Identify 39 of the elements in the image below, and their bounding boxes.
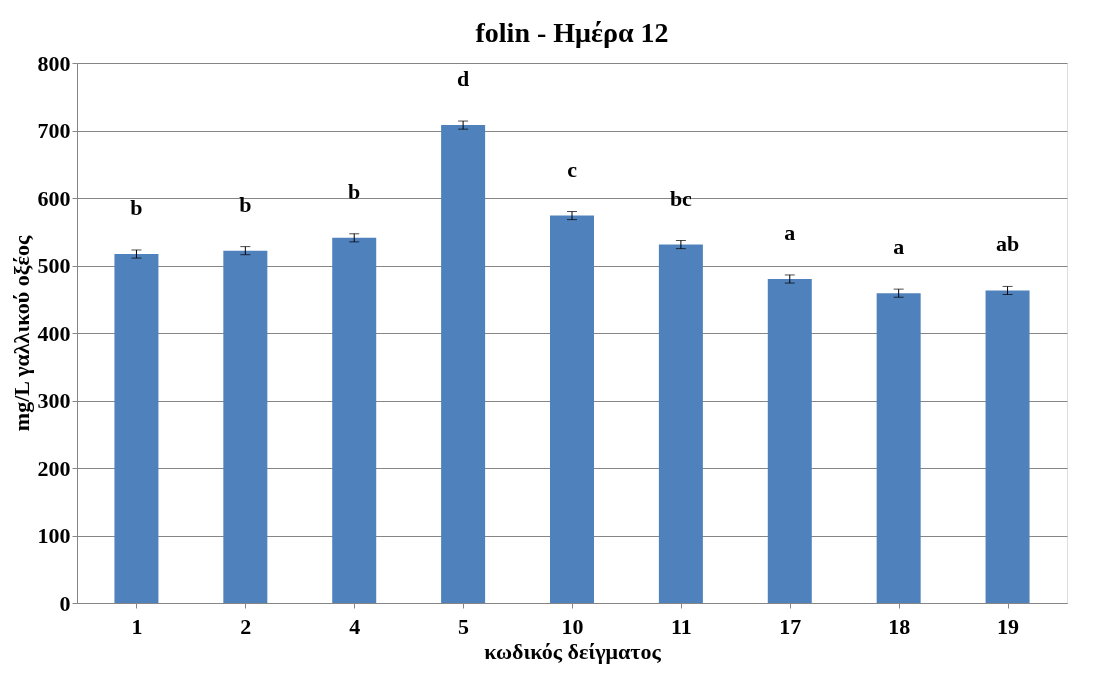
y-tick-label: 0 — [59, 590, 71, 616]
x-tick-label: 10 — [561, 613, 584, 639]
bar — [658, 244, 703, 603]
bar — [223, 250, 268, 603]
bar — [114, 254, 159, 603]
y-tick-label: 700 — [37, 118, 71, 143]
annotation: bc — [669, 185, 693, 211]
annotation: b — [348, 178, 361, 204]
bar — [985, 290, 1030, 603]
y-tick-label: 400 — [37, 320, 71, 346]
x-axis-title: κωδικός δείγματος — [484, 638, 662, 664]
x-tick-label: 4 — [349, 613, 361, 639]
y-tick-label: 300 — [37, 388, 71, 413]
y-tick-label: 500 — [37, 253, 71, 278]
y-tick-label: 200 — [37, 455, 71, 481]
bar — [876, 293, 921, 603]
annotation: c — [567, 156, 578, 182]
annotation: ab — [995, 231, 1020, 257]
y-tick-label: 100 — [37, 523, 71, 548]
x-tick-label: 17 — [779, 613, 802, 639]
annotation: b — [239, 191, 252, 217]
y-tick-label: 600 — [37, 185, 71, 211]
bar — [441, 125, 486, 603]
y-tick-label: 800 — [37, 50, 71, 76]
annotation: a — [893, 234, 905, 260]
bar — [767, 279, 812, 603]
bar — [332, 237, 377, 603]
bar — [550, 215, 594, 603]
x-tick-label: 18 — [888, 613, 911, 639]
chart-title: folin - Ημέρα 12 — [475, 17, 669, 48]
annotation: a — [784, 219, 796, 245]
x-tick-label: 5 — [458, 613, 470, 639]
annotation: d — [456, 66, 470, 92]
x-tick-label: 1 — [131, 613, 143, 639]
y-axis-title: mg/L γαλλικού οξέος — [8, 235, 34, 432]
annotation: b — [130, 194, 143, 220]
x-tick-label: 11 — [670, 613, 692, 639]
x-tick-label: 19 — [997, 613, 1020, 639]
x-tick-label: 2 — [240, 613, 252, 639]
